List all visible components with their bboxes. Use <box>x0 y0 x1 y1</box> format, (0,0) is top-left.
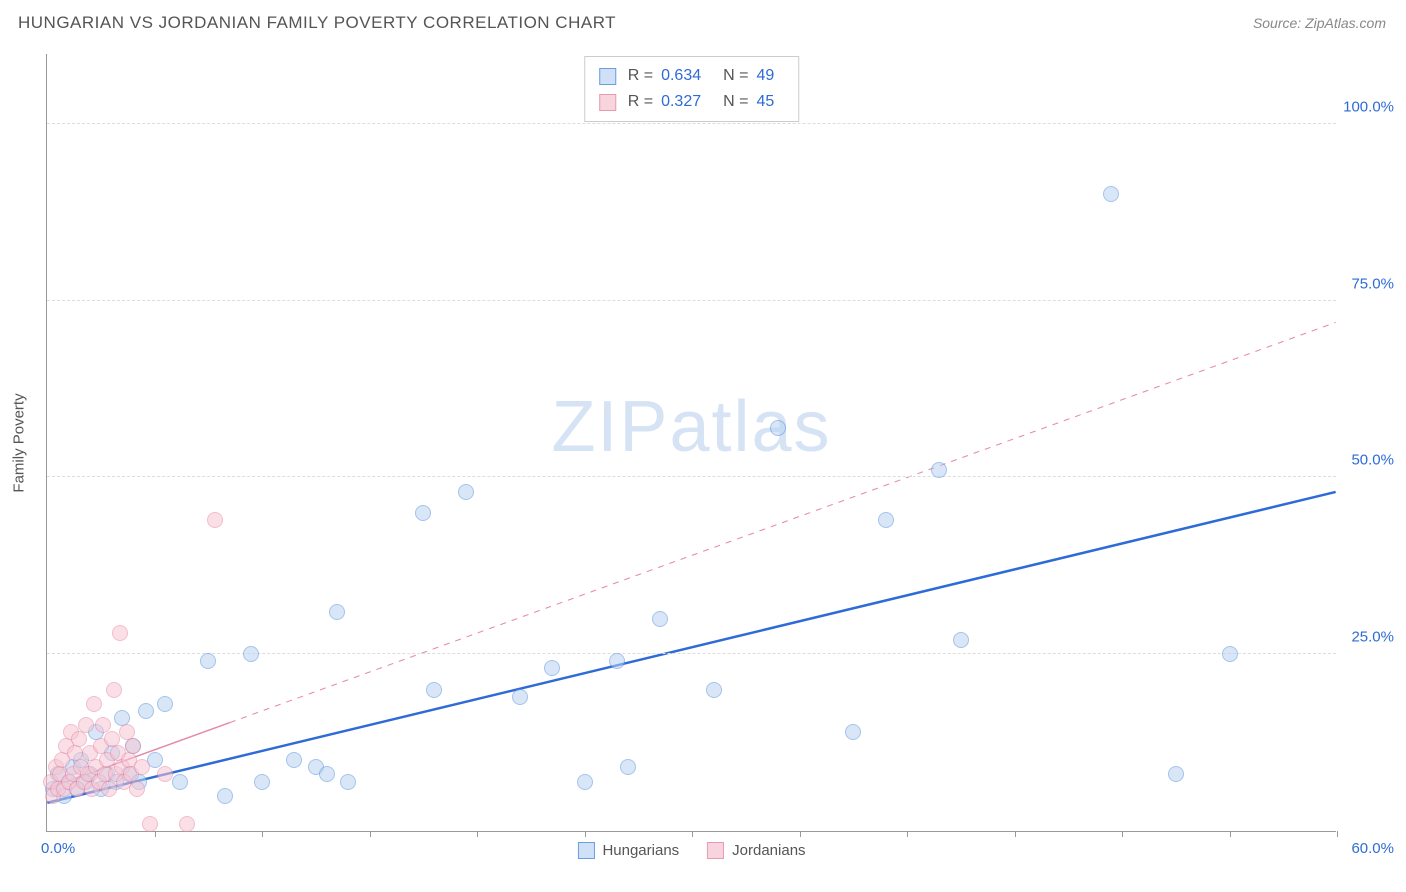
data-point <box>286 752 302 768</box>
data-point <box>1222 646 1238 662</box>
legend-item: Jordanians <box>707 842 805 859</box>
data-point <box>512 689 528 705</box>
data-point <box>953 632 969 648</box>
stat-r-label: R = <box>628 63 653 89</box>
legend-label: Jordanians <box>732 842 805 859</box>
data-point <box>217 788 233 804</box>
stat-n-value: 45 <box>756 89 774 115</box>
legend-item: Hungarians <box>577 842 679 859</box>
x-tick <box>262 831 263 837</box>
legend-label: Hungarians <box>602 842 679 859</box>
legend-swatch <box>577 842 594 859</box>
legend-swatch <box>599 68 616 85</box>
data-point <box>319 766 335 782</box>
data-point <box>129 781 145 797</box>
gridline <box>47 300 1336 301</box>
data-point <box>138 703 154 719</box>
data-point <box>931 462 947 478</box>
data-point <box>200 653 216 669</box>
x-tick <box>477 831 478 837</box>
x-tick <box>370 831 371 837</box>
x-tick <box>1015 831 1016 837</box>
data-point <box>329 604 345 620</box>
data-point <box>1103 186 1119 202</box>
stats-legend: R = 0.634 N = 49 R = 0.327 N = 45 <box>584 56 800 122</box>
trend-line-solid <box>47 492 1335 803</box>
x-tick <box>155 831 156 837</box>
data-point <box>134 759 150 775</box>
stat-n-value: 49 <box>756 63 774 89</box>
x-axis-min-label: 0.0% <box>41 840 75 857</box>
x-tick <box>1337 831 1338 837</box>
stat-n-label: N = <box>723 89 748 115</box>
data-point <box>609 653 625 669</box>
x-tick <box>692 831 693 837</box>
data-point <box>878 512 894 528</box>
y-axis-label: Family Poverty <box>11 393 28 492</box>
data-point <box>544 660 560 676</box>
y-tick-label: 100.0% <box>1343 98 1394 115</box>
chart-title: HUNGARIAN VS JORDANIAN FAMILY POVERTY CO… <box>18 13 616 33</box>
data-point <box>101 781 117 797</box>
watermark: ZIPatlas <box>551 386 831 468</box>
data-point <box>770 420 786 436</box>
trend-line-dashed <box>230 322 1336 722</box>
data-point <box>1168 766 1184 782</box>
stat-r-value: 0.634 <box>661 63 701 89</box>
gridline <box>47 476 1336 477</box>
legend-swatch <box>707 842 724 859</box>
x-tick <box>1230 831 1231 837</box>
data-point <box>179 816 195 832</box>
data-point <box>125 738 141 754</box>
data-point <box>340 774 356 790</box>
data-point <box>254 774 270 790</box>
data-point <box>706 682 722 698</box>
data-point <box>172 774 188 790</box>
data-point <box>207 512 223 528</box>
data-point <box>577 774 593 790</box>
data-point <box>458 484 474 500</box>
stat-r-label: R = <box>628 89 653 115</box>
x-tick <box>1122 831 1123 837</box>
series-legend: Hungarians Jordanians <box>577 842 805 859</box>
y-tick-label: 75.0% <box>1351 275 1394 292</box>
stats-row: R = 0.634 N = 49 <box>599 63 785 89</box>
y-tick-label: 50.0% <box>1351 452 1394 469</box>
data-point <box>243 646 259 662</box>
data-point <box>112 625 128 641</box>
y-tick-label: 25.0% <box>1351 629 1394 646</box>
gridline <box>47 123 1336 124</box>
data-point <box>426 682 442 698</box>
x-axis-max-label: 60.0% <box>1351 840 1394 857</box>
legend-swatch <box>599 94 616 111</box>
data-point <box>415 505 431 521</box>
x-tick <box>585 831 586 837</box>
stats-row: R = 0.327 N = 45 <box>599 89 785 115</box>
data-point <box>86 696 102 712</box>
x-tick <box>907 831 908 837</box>
data-point <box>71 731 87 747</box>
data-point <box>157 766 173 782</box>
gridline <box>47 653 1336 654</box>
stat-r-value: 0.327 <box>661 89 701 115</box>
chart-container: HUNGARIAN VS JORDANIAN FAMILY POVERTY CO… <box>0 0 1406 892</box>
trend-lines <box>47 54 1336 831</box>
data-point <box>106 682 122 698</box>
plot-area: ZIPatlas Family Poverty R =0.634N =49R =… <box>46 54 1336 832</box>
data-point <box>157 696 173 712</box>
data-point <box>652 611 668 627</box>
data-point <box>142 816 158 832</box>
data-point <box>620 759 636 775</box>
header: HUNGARIAN VS JORDANIAN FAMILY POVERTY CO… <box>0 0 1406 46</box>
data-point <box>78 717 94 733</box>
stat-n-label: N = <box>723 63 748 89</box>
source-attribution: Source: ZipAtlas.com <box>1253 15 1386 31</box>
x-tick <box>800 831 801 837</box>
data-point <box>845 724 861 740</box>
